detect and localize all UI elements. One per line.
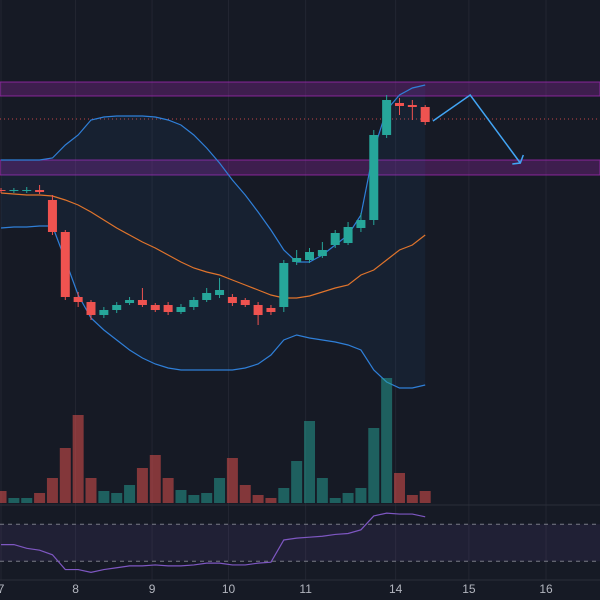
volume-bar (265, 498, 277, 503)
volume-bar (316, 478, 328, 503)
volume-bar (188, 495, 200, 503)
candle-body (189, 300, 199, 307)
candle-body (343, 227, 353, 243)
rsi-band (0, 524, 600, 562)
candle-body (22, 190, 32, 191)
volume-bar (21, 498, 33, 503)
candle-body (125, 300, 135, 303)
volume-bar (291, 461, 303, 503)
volume-bar (175, 490, 187, 503)
candle-body (369, 135, 379, 220)
volume-bar (406, 495, 418, 503)
candle-body (86, 302, 96, 315)
candle-body (407, 105, 417, 107)
projection-arrowhead (512, 154, 525, 165)
volume-bar (124, 485, 136, 503)
zone (0, 159, 600, 176)
candle-body (305, 252, 315, 260)
x-tick-label: 7 (0, 582, 5, 596)
candle-body (47, 200, 57, 232)
volume-bar (201, 493, 213, 503)
candle-body (317, 250, 327, 256)
candle-body (394, 103, 404, 106)
volume-bar (0, 491, 7, 503)
volume-bar (98, 491, 110, 503)
x-tick-label: 15 (462, 582, 476, 596)
projection-line (432, 93, 521, 164)
candle-body (382, 100, 392, 135)
candle-body (227, 297, 237, 303)
x-tick-label: 8 (72, 582, 79, 596)
volume-bar (111, 493, 123, 503)
x-tick-label: 14 (389, 582, 403, 596)
volume-bar (304, 421, 316, 503)
volume-bar (368, 428, 380, 503)
candle-body (240, 300, 250, 305)
volume-bar (8, 498, 20, 503)
volume-bar (252, 495, 264, 503)
x-tick-label: 10 (222, 582, 236, 596)
candle-body (202, 293, 212, 300)
candle-body (9, 190, 19, 191)
rsi-line (1, 512, 426, 573)
candle-body (420, 107, 430, 122)
volume-bar (72, 415, 84, 503)
candle-body (163, 305, 173, 312)
candle-body (253, 305, 263, 315)
candle-body (60, 232, 70, 297)
volume-bar (226, 458, 238, 503)
band-lower (0, 225, 426, 389)
candle-body (215, 290, 225, 295)
volume-bar (381, 378, 393, 503)
candle-body (0, 190, 6, 191)
candle-body (176, 307, 186, 312)
volume-bar (329, 498, 341, 503)
volume-bar (278, 488, 290, 503)
x-tick-label: 11 (299, 582, 312, 596)
volume-bar (149, 455, 161, 503)
candle-body (112, 305, 122, 310)
candle-body (279, 263, 289, 307)
volume-bar (59, 448, 71, 503)
band-middle (0, 192, 426, 299)
candle-body (292, 258, 302, 262)
zone (0, 81, 600, 97)
x-tick-label: 16 (539, 582, 553, 596)
candle-body (35, 190, 45, 192)
candle-body (99, 310, 109, 315)
volume-bar (136, 468, 148, 503)
volume-bar (34, 493, 46, 503)
candle-body (330, 233, 340, 245)
volume-bar (239, 485, 251, 503)
x-tick-label: 9 (149, 582, 156, 596)
candle-body (137, 300, 147, 305)
candle-body (73, 297, 83, 302)
volume-bar (419, 491, 431, 503)
band-upper (1, 84, 426, 263)
volume-bar (342, 493, 354, 503)
volume-bar (393, 473, 405, 503)
candle-body (356, 220, 366, 228)
candle-body (266, 308, 276, 312)
volume-bar (85, 478, 97, 503)
volume-bar (162, 478, 174, 503)
candle-body (150, 305, 160, 310)
volume-bar (214, 478, 226, 503)
volume-bar (355, 488, 367, 503)
volume-bar (46, 478, 58, 503)
